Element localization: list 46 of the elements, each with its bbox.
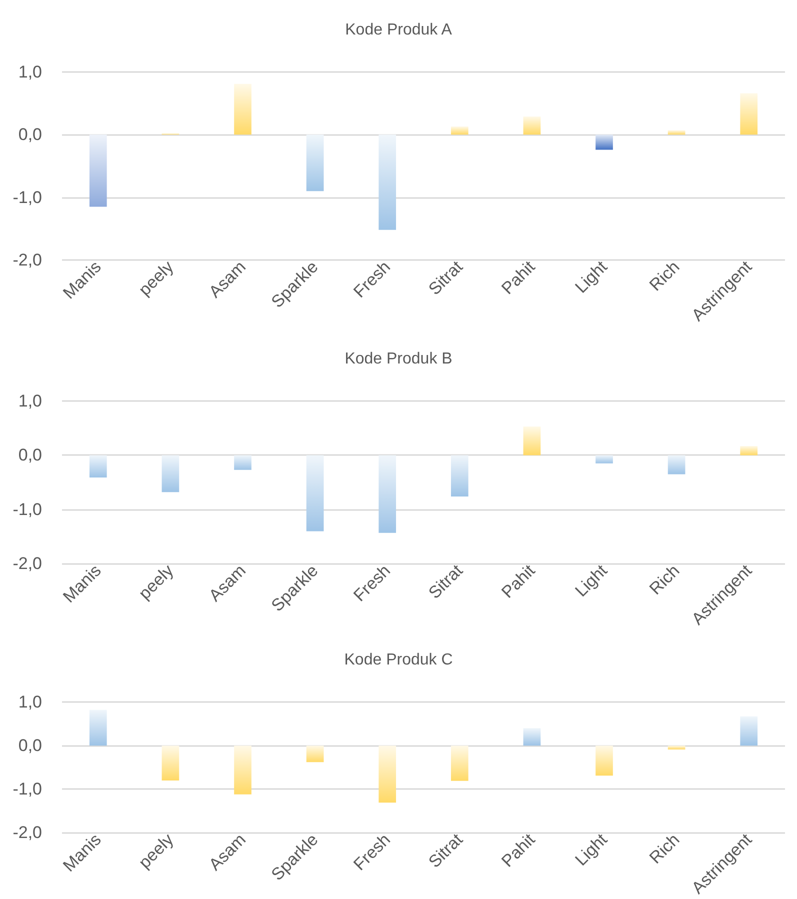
bar [668,746,686,750]
bar [378,746,396,803]
bar [89,710,107,746]
bar [378,455,396,533]
bar [740,716,758,746]
bar [596,746,613,776]
y-tick-label: 0,0 [18,736,42,756]
bar [306,455,324,532]
bar [450,455,468,496]
y-tick-label: -2,0 [12,554,42,574]
chart-title: Kode Produk B [344,350,452,368]
bar [306,134,324,192]
bar [740,446,758,456]
bar [234,455,252,470]
x-tick-label: Rich [646,561,684,598]
bar [450,126,468,135]
chart-title: Kode Produk C [344,652,453,668]
bar [523,728,541,746]
bar [740,93,758,135]
bar [523,116,541,135]
y-tick-label: 1,0 [18,692,42,712]
y-tick-label: -2,0 [12,823,42,842]
bar [89,134,107,207]
y-tick-label: -1,0 [12,188,42,207]
y-tick-label: -1,0 [12,780,42,799]
bar [306,746,324,762]
bar [668,455,686,474]
bar [234,746,252,794]
bar [596,134,613,150]
bar [162,746,180,780]
chart-title: Kode Produk A [345,22,452,38]
y-tick-label: 1,0 [18,62,42,82]
bar [450,746,468,781]
y-tick-label: 0,0 [18,125,42,144]
y-tick-label: 1,0 [18,392,42,410]
bar [89,455,107,478]
bar [234,84,252,135]
y-tick-label: 0,0 [18,446,42,465]
bar [378,134,396,230]
bar [162,455,180,492]
bar [523,426,541,456]
y-tick-label: -1,0 [12,500,42,519]
x-tick-label: Rich [646,830,684,868]
y-tick-label: -2,0 [12,250,42,270]
x-tick-label: Rich [646,257,684,295]
bar [596,455,613,464]
